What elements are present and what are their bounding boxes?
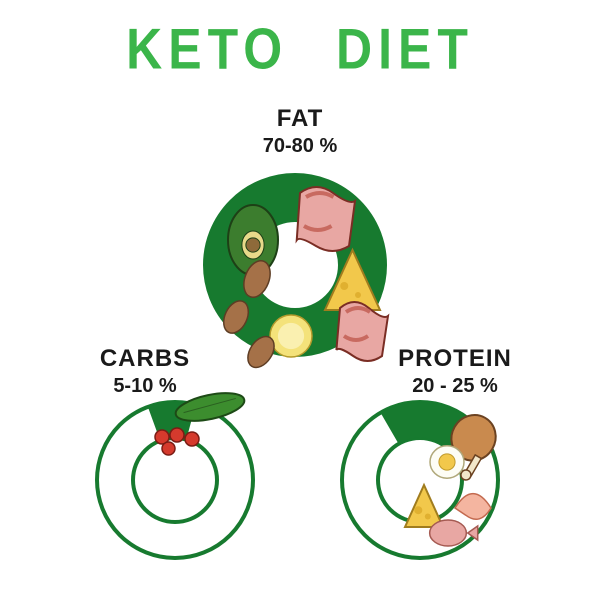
fish-icon [430, 520, 478, 546]
egg-icon [430, 446, 464, 478]
shrimp-icon [455, 494, 491, 520]
protein-donut [0, 0, 600, 600]
cheese-p-icon [405, 485, 443, 527]
